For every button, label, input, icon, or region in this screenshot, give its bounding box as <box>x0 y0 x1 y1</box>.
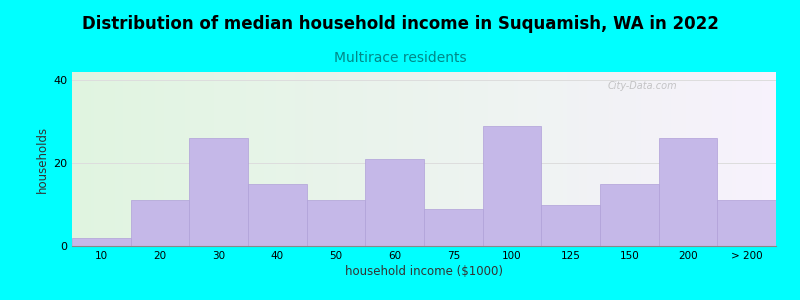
Text: City-Data.com: City-Data.com <box>607 81 677 91</box>
Bar <box>424 209 482 246</box>
Bar <box>482 126 542 246</box>
Bar <box>130 200 190 246</box>
Y-axis label: households: households <box>36 125 49 193</box>
Text: Multirace residents: Multirace residents <box>334 51 466 65</box>
Bar <box>366 159 424 246</box>
Bar <box>72 238 130 246</box>
Bar <box>190 138 248 246</box>
Bar <box>658 138 718 246</box>
Text: Distribution of median household income in Suquamish, WA in 2022: Distribution of median household income … <box>82 15 718 33</box>
Bar <box>600 184 658 246</box>
Bar <box>248 184 306 246</box>
Bar <box>542 205 600 246</box>
Bar <box>718 200 776 246</box>
Bar <box>306 200 366 246</box>
X-axis label: household income ($1000): household income ($1000) <box>345 265 503 278</box>
